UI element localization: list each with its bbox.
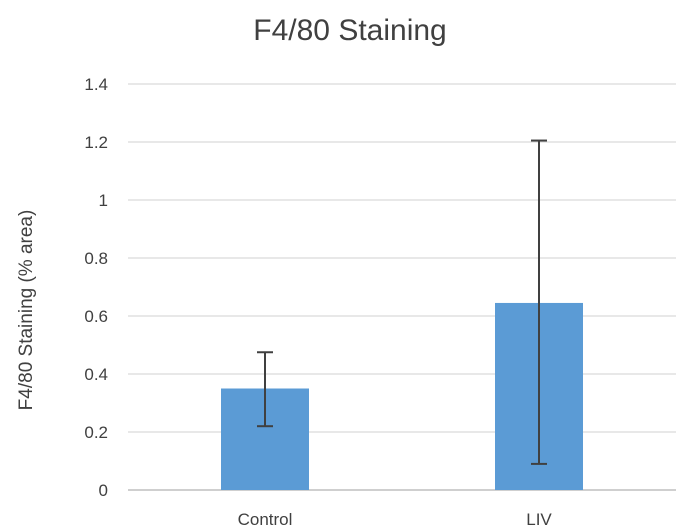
error-bar-control xyxy=(257,351,273,428)
y-axis-label: F4/80 Staining (% area) xyxy=(16,210,37,411)
chart-title: F4/80 Staining xyxy=(253,14,446,47)
x-category-label: LIV xyxy=(526,510,552,529)
x-category-label: Control xyxy=(238,510,293,529)
y-tick-label: 0.8 xyxy=(84,249,108,268)
y-axis-ticks: 0 0.2 0.4 0.6 0.8 1 1.2 1.4 xyxy=(84,75,108,500)
y-tick-label: 0 xyxy=(99,481,108,500)
y-tick-label: 1.2 xyxy=(84,133,108,152)
y-tick-label: 1.4 xyxy=(84,75,108,94)
y-tick-label: 0.2 xyxy=(84,423,108,442)
error-bars xyxy=(257,139,547,465)
y-tick-label: 0.6 xyxy=(84,307,108,326)
y-tick-label: 1 xyxy=(99,191,108,210)
bars xyxy=(221,302,583,490)
y-tick-label: 0.4 xyxy=(84,365,108,384)
error-bar-liv xyxy=(531,139,547,465)
gridlines xyxy=(128,83,676,491)
x-axis-categories: Control LIV xyxy=(238,510,553,529)
